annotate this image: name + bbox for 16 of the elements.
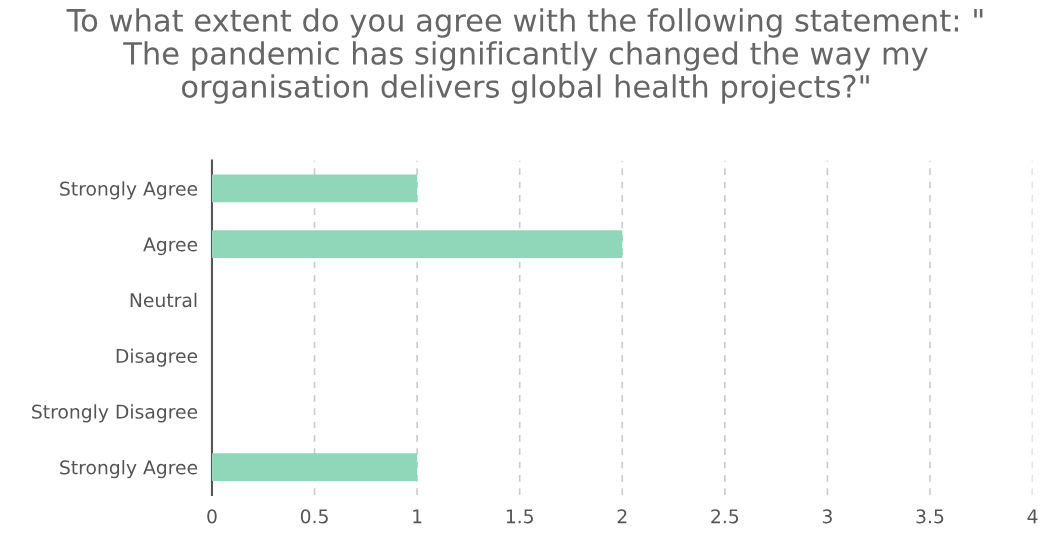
y-tick-label: Strongly Disagree <box>32 404 198 423</box>
y-tick-label: Neutral <box>130 292 197 308</box>
y-tick-label: Strongly Agree <box>60 460 198 479</box>
x-tick-label: 4 <box>1027 509 1038 524</box>
x-tick-label: 1.5 <box>506 509 533 524</box>
x-tick-label: 3.5 <box>916 509 944 524</box>
y-tick-label: Agree <box>143 237 198 256</box>
y-tick-label: Strongly Agree <box>60 181 198 200</box>
x-tick-label: 1 <box>413 509 422 524</box>
x-tick-label: 2.5 <box>711 509 739 524</box>
x-tick-label: 3 <box>822 509 832 524</box>
x-tick-label: 0.5 <box>300 509 328 524</box>
x-tick-label: 2 <box>617 509 627 524</box>
y-tick-label: Disagree <box>116 348 198 367</box>
chart-title: To what extent do you agree with the following statement: " The pandemic has significantly changed the way my organisation delivers global health projects?" <box>66 8 983 104</box>
x-tick-label: 0 <box>207 509 217 524</box>
